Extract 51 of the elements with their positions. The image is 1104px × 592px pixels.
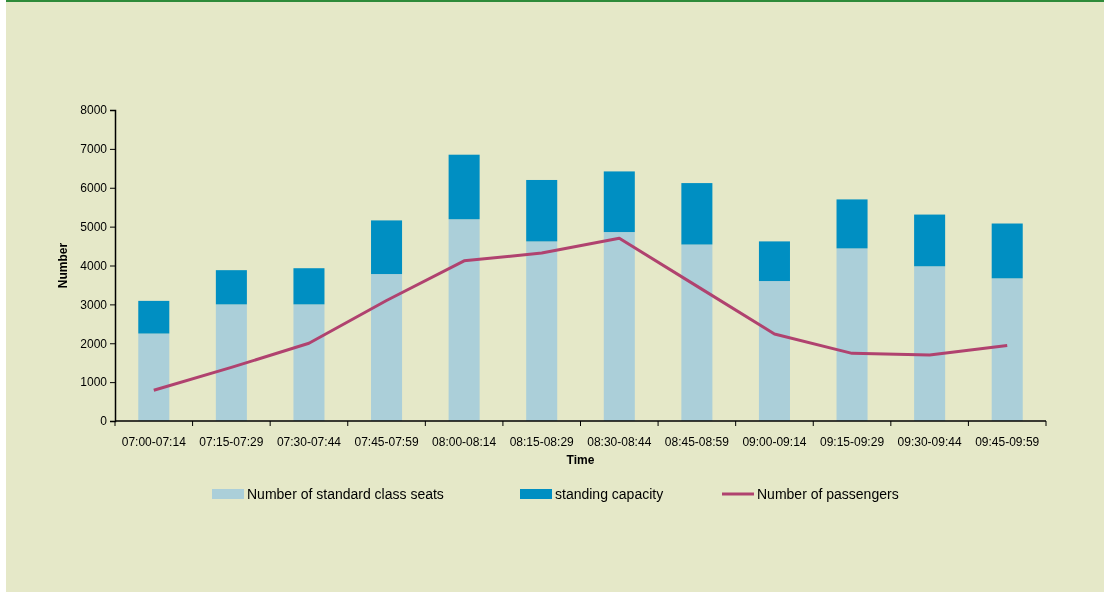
bar	[991, 223, 1023, 279]
y-tick-label: 3000	[80, 297, 108, 312]
bar	[293, 268, 325, 305]
bar	[215, 304, 247, 421]
bar	[138, 333, 170, 421]
bar	[603, 232, 635, 421]
bar	[914, 214, 946, 267]
y-tick-label: 5000	[80, 219, 108, 234]
x-tick-label: 08:15-08:29	[509, 435, 575, 449]
x-tick-label: 07:15-07:29	[199, 435, 264, 449]
bar	[681, 183, 713, 245]
legend-label: Number of passengers	[757, 486, 899, 502]
bar	[138, 300, 170, 334]
bar	[526, 179, 558, 242]
y-tick-label: 1000	[80, 375, 108, 390]
y-axis-title: Number	[56, 242, 70, 289]
bar	[914, 266, 946, 421]
bar	[991, 278, 1023, 421]
x-tick-label: 07:45-07:59	[354, 435, 419, 449]
x-tick-label: 07:30-07:44	[276, 435, 342, 449]
legend-label: standing capacity	[555, 486, 664, 502]
x-tick-label: 09:30-09:44	[897, 435, 962, 449]
bar	[293, 304, 325, 421]
bar	[371, 274, 403, 421]
line-series	[152, 236, 1009, 392]
y-tick-label: 2000	[80, 336, 108, 351]
legend-label: Number of standard class seats	[247, 486, 444, 502]
bar	[215, 270, 247, 305]
bar	[603, 171, 635, 233]
bar	[448, 154, 480, 220]
x-tick-label: 09:00-09:14	[742, 435, 807, 449]
bar	[836, 248, 868, 421]
y-tick-label: 6000	[80, 181, 108, 196]
x-tick-label: 08:00-08:14	[432, 435, 497, 449]
bar	[371, 220, 403, 275]
bar	[526, 241, 558, 421]
x-tick-label: 08:30-08:44	[587, 435, 652, 449]
x-tick-label: 09:15-09:29	[820, 435, 885, 449]
bar	[836, 199, 868, 249]
y-tick-label: 7000	[80, 142, 108, 157]
bar	[681, 244, 713, 421]
x-axis-title: Time	[566, 453, 595, 467]
bar	[758, 241, 790, 282]
bar	[758, 281, 790, 421]
x-tick-label: 07:00-07:14	[121, 435, 187, 449]
bar	[448, 219, 480, 421]
y-tick-label: 0	[100, 414, 108, 429]
x-tick-label: 09:45-09:59	[975, 435, 1040, 449]
y-tick-label: 8000	[80, 103, 108, 118]
y-tick-label: 4000	[80, 258, 108, 273]
x-tick-label: 08:45-08:59	[664, 435, 730, 449]
